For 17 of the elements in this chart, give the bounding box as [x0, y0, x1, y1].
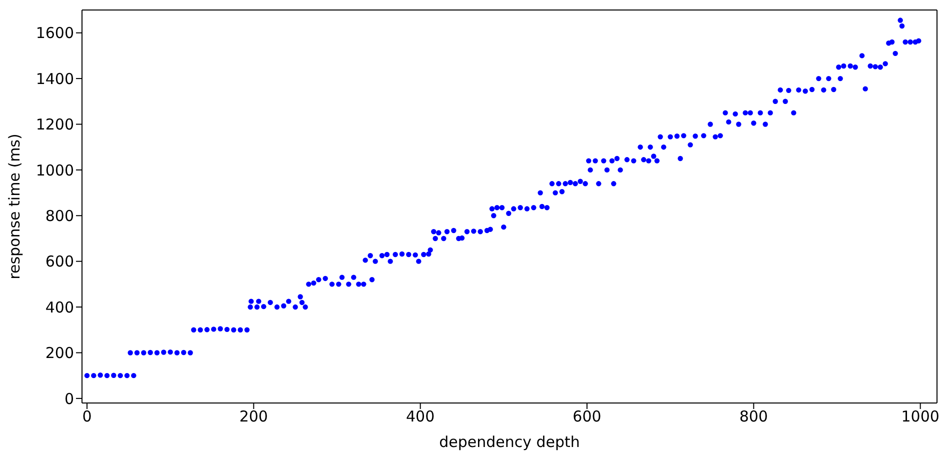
y-tick-label: 1000: [36, 161, 74, 180]
x-tick-label: 200: [239, 408, 268, 426]
y-tick-label: 1400: [36, 70, 74, 88]
y-tick-label: 0: [64, 390, 74, 408]
y-tick-label: 1200: [36, 116, 74, 134]
y-axis-title: response time (ms): [5, 134, 24, 280]
x-tick-label: 800: [739, 408, 768, 426]
x-tick-label: 400: [406, 408, 435, 426]
y-tick-label: 600: [45, 252, 74, 271]
y-tick-label: 800: [45, 206, 74, 225]
y-tick-label: 1600: [36, 24, 74, 42]
x-tick-label: 600: [572, 408, 602, 426]
y-tick-label: 200: [45, 344, 74, 362]
x-axis-title: dependency depth: [439, 433, 580, 451]
x-tick-label: 0: [82, 408, 92, 426]
x-tick-label: 1000: [901, 408, 940, 426]
y-tick-label: 400: [45, 298, 74, 316]
